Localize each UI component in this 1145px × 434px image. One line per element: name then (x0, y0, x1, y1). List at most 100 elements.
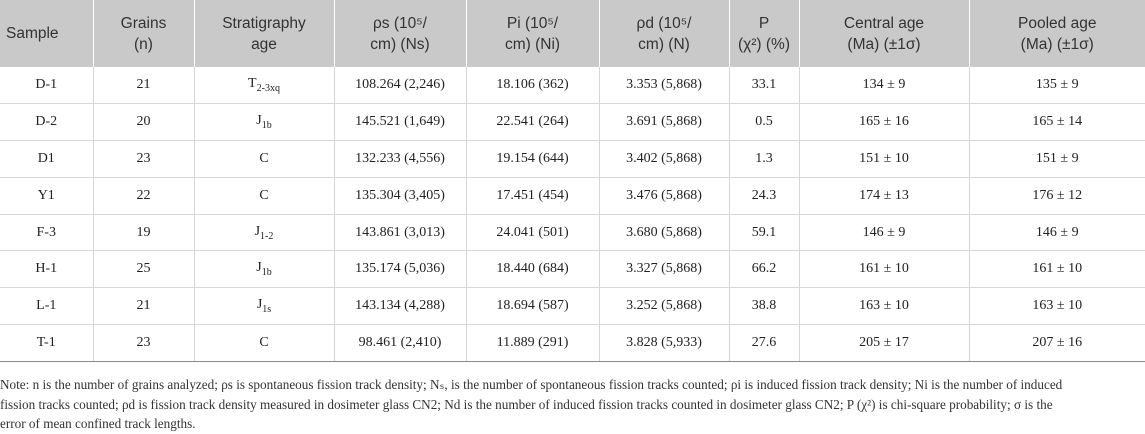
table-row: L-1 21 J1s 143.134 (4,288) 18.694 (587) 3.252… (0, 287, 1145, 326)
stratigraphy-subscript: 1b (261, 120, 272, 132)
header-line: (n) (134, 35, 153, 53)
table-footnote: Note: n is the number of grains analyzed… (0, 375, 1140, 434)
p-cell: 0.5 (728, 103, 799, 142)
p-cell: 66.2 (728, 250, 799, 289)
header-line: Pooled age (1018, 14, 1097, 32)
stratigraphy-unit: C (259, 187, 269, 203)
table-row: D1 23 C 132.233 (4,556) 19.154 (644) 3.402 (5… (0, 140, 1145, 178)
header-line: Pi (10⁵/ (506, 14, 559, 32)
pooled-age-cell: 176 ± 12 (968, 177, 1145, 215)
grains-cell: 20 (92, 103, 194, 142)
stratigraphy-cell: C (193, 140, 334, 178)
stratigraphy-cell: J1-2 (193, 214, 334, 252)
table-header: Sample Grains (n) Stratigraphy age ρs (10⁵/cm… (0, 0, 1145, 67)
central-age-cell: 151 ± 10 (798, 140, 969, 178)
pi-cell: 18.106 (362) (465, 67, 599, 105)
pi-cell: 18.694 (587) (465, 287, 599, 326)
grains-cell: 21 (92, 67, 194, 105)
header-line: Central age (843, 14, 925, 32)
table-row: F-3 19 J1-2 143.861 (3,013) 24.041 (501) 3.68… (0, 214, 1145, 252)
fission-track-table: Sample Grains (n) Stratigraphy age ρs (10⁵/cm… (0, 0, 1145, 362)
header-line: cm) (Ns) (370, 35, 430, 53)
header-line: Stratigraphy (222, 14, 306, 32)
header-line: age (251, 35, 277, 53)
central-age-cell: 174 ± 13 (798, 177, 969, 215)
sample-cell: L-1 (0, 287, 93, 326)
pooled-age-cell: 165 ± 14 (968, 103, 1145, 142)
header-line: Sample (6, 25, 59, 42)
header-rho-d: ρd (10⁵/cm) (N) (598, 0, 729, 67)
p-cell: 38.8 (728, 287, 799, 326)
header-line: Grains (120, 14, 167, 32)
rho-s-cell: 135.304 (3,405) (333, 177, 466, 215)
table-row: Y1 22 C 135.304 (3,405) 17.451 (454) 3.476 (5… (0, 177, 1145, 215)
stratigraphy-cell: T2-3xq (193, 67, 334, 105)
header-grains: Grains (n) (92, 0, 194, 67)
header-p-chi2: P (χ²) (%) (728, 0, 799, 67)
header-row: Sample Grains (n) Stratigraphy age ρs (10⁵/cm… (0, 0, 1145, 67)
central-age-cell: 163 ± 10 (798, 287, 969, 326)
stratigraphy-subscript: 1-2 (260, 230, 274, 242)
pi-cell: 24.041 (501) (465, 214, 599, 252)
rho-s-cell: 135.174 (5,036) (333, 250, 466, 289)
pi-cell: 11.889 (291) (465, 324, 599, 362)
grains-cell: 21 (92, 287, 194, 326)
grains-cell: 23 (92, 324, 194, 362)
central-age-cell: 134 ± 9 (798, 67, 969, 105)
sample-cell: T-1 (0, 324, 93, 362)
table-row: H-1 25 J1b 135.174 (5,036) 18.440 (684) 3.327… (0, 250, 1145, 289)
rho-s-cell: 145.521 (1,649) (333, 103, 466, 142)
p-cell: 27.6 (728, 324, 799, 362)
rho-d-cell: 3.691 (5,868) (598, 103, 729, 142)
stratigraphy-unit: C (259, 150, 269, 166)
sample-cell: F-3 (0, 214, 93, 252)
sample-cell: D1 (0, 140, 93, 178)
header-line: cm) (N) (638, 35, 690, 53)
stratigraphy-subscript: 1b (261, 267, 272, 279)
pooled-age-cell: 207 ± 16 (968, 324, 1145, 362)
table-row: D-1 21 T2-3xq 108.264 (2,246) 18.106 (362) 3.… (0, 67, 1145, 105)
pi-cell: 19.154 (644) (465, 140, 599, 178)
stratigraphy-cell: J1b (193, 250, 334, 289)
grains-cell: 25 (92, 250, 194, 289)
rho-s-cell: 98.461 (2,410) (333, 324, 466, 362)
stratigraphy-cell: C (193, 177, 334, 215)
header-line: ρd (10⁵/ (636, 14, 692, 32)
header-sample: Sample (0, 0, 93, 67)
stratigraphy-unit: J (254, 223, 261, 239)
header-line: P (758, 14, 770, 32)
stratigraphy-unit: C (259, 334, 269, 350)
stratigraphy-cell: J1s (193, 287, 334, 326)
stratigraphy-subscript: 1s (262, 304, 272, 316)
rho-s-cell: 132.233 (4,556) (333, 140, 466, 178)
central-age-cell: 205 ± 17 (798, 324, 969, 362)
rho-d-cell: 3.252 (5,868) (598, 287, 729, 326)
pi-cell: 17.451 (454) (465, 177, 599, 215)
header-pooled-age: Pooled age (Ma) (±1σ) (968, 0, 1145, 67)
stratigraphy-unit: T (248, 76, 257, 92)
stratigraphy-unit: J (256, 113, 262, 129)
sample-cell: Y1 (0, 177, 93, 215)
p-cell: 24.3 (728, 177, 799, 215)
stratigraphy-unit: J (256, 260, 262, 276)
rho-d-cell: 3.327 (5,868) (598, 250, 729, 289)
header-rho-s: ρs (10⁵/cm) (Ns) (333, 0, 466, 67)
header-pi: Pi (10⁵/cm) (Ni) (465, 0, 599, 67)
rho-d-cell: 3.680 (5,868) (598, 214, 729, 252)
pooled-age-cell: 163 ± 10 (968, 287, 1145, 326)
header-line: (χ²) (%) (737, 35, 791, 53)
pooled-age-cell: 135 ± 9 (968, 67, 1145, 105)
pooled-age-cell: 151 ± 9 (968, 140, 1145, 178)
table-body: D-1 21 T2-3xq 108.264 (2,246) 18.106 (362) 3.… (0, 67, 1145, 362)
central-age-cell: 165 ± 16 (798, 103, 969, 142)
grains-cell: 19 (92, 214, 194, 252)
grains-cell: 22 (92, 177, 194, 215)
stratigraphy-cell: C (193, 324, 334, 362)
header-line: (Ma) (±1σ) (847, 35, 921, 53)
table-row: D-2 20 J1b 145.521 (1,649) 22.541 (264) 3.691… (0, 103, 1145, 142)
footnote-text: Note: n is the number of grains analyzed… (0, 377, 1063, 431)
header-line: ρs (10⁵/ (372, 14, 427, 32)
stratigraphy-cell: J1b (193, 103, 334, 142)
p-cell: 33.1 (728, 67, 799, 105)
sample-cell: D-1 (0, 67, 93, 105)
